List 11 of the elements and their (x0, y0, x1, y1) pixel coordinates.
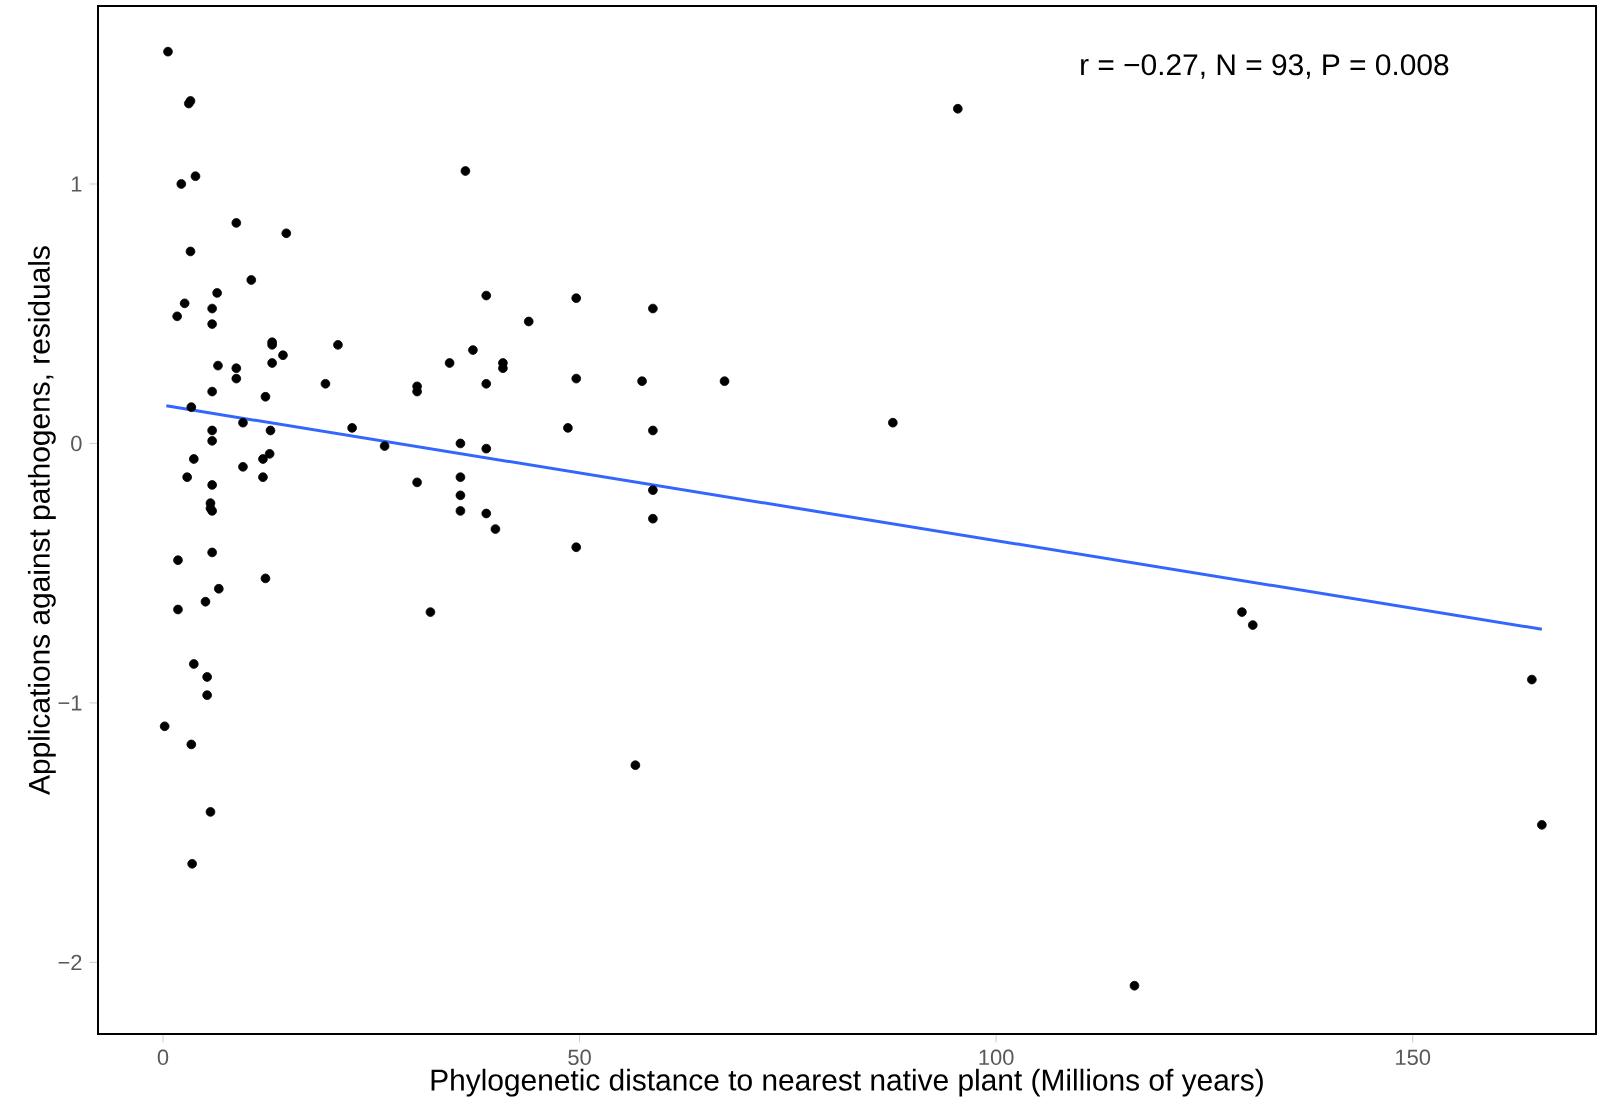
x-tick-label: 50 (568, 1049, 591, 1066)
y-tick-label: −1 (58, 695, 82, 711)
y-tick-label: 0 (71, 435, 82, 452)
x-tick-label: 0 (157, 1049, 169, 1066)
y-tick-label: −2 (58, 954, 82, 971)
x-tick-label: 100 (979, 1049, 1014, 1066)
x-axis-title: Phylogenetic distance to nearest native plant (Millions of years) (431, 1068, 1263, 1097)
y-tick-label: 1 (71, 176, 82, 192)
x-tick-label: 150 (1396, 1049, 1431, 1066)
y-axis-title: Applications against pathogens, residuals (27, 246, 56, 795)
annotation: r = −0.27, N = 93, P = 0.008 (1081, 54, 1449, 79)
